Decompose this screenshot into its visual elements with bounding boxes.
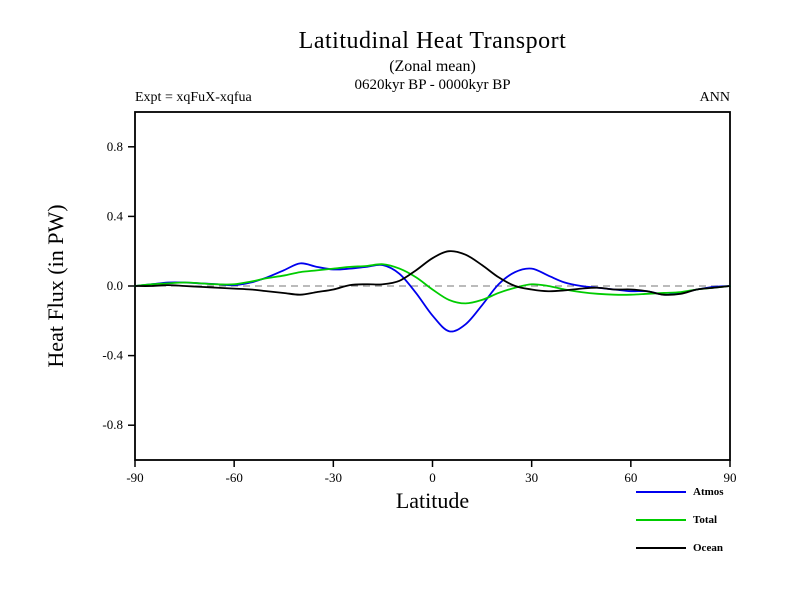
legend-item-ocean: Ocean — [636, 540, 724, 556]
x-tick-label: 60 — [624, 470, 637, 485]
legend-label-atmos: Atmos — [693, 486, 724, 498]
legend-line-ocean — [636, 547, 686, 549]
chart-subtitle: (Zonal mean) — [389, 58, 476, 75]
x-axis-title: Latitude — [395, 488, 470, 513]
legend-item-total: Total — [636, 512, 724, 528]
legend-line-total — [636, 519, 686, 521]
legend: Atmos Total Ocean — [636, 484, 724, 568]
experiment-label: Expt = xqFuX-xqfua — [135, 90, 252, 105]
x-tick-label: -30 — [325, 470, 342, 485]
x-tick-label: 0 — [429, 470, 436, 485]
series-line-total — [134, 263, 731, 305]
y-tick-label: -0.8 — [102, 417, 123, 432]
y-tick-label: 0.8 — [107, 139, 123, 154]
series-line-atmos — [134, 262, 731, 333]
legend-item-atmos: Atmos — [636, 484, 724, 500]
legend-label-ocean: Ocean — [693, 542, 723, 554]
y-tick-label: 0.4 — [107, 208, 124, 223]
chart-title: Latitudinal Heat Transport — [298, 28, 567, 54]
y-tick-label: -0.4 — [102, 348, 123, 363]
legend-label-total: Total — [693, 514, 718, 526]
x-tick-label: 30 — [525, 470, 538, 485]
x-tick-label: -60 — [225, 470, 242, 485]
x-tick-label: 90 — [724, 470, 737, 485]
chart-period: 0620kyr BP - 0000kyr BP — [354, 77, 511, 93]
season-label: ANN — [699, 90, 730, 105]
series-line-ocean — [134, 250, 731, 296]
x-tick-label: -90 — [126, 470, 143, 485]
legend-line-atmos — [636, 491, 686, 493]
y-tick-label: 0.0 — [107, 278, 123, 293]
